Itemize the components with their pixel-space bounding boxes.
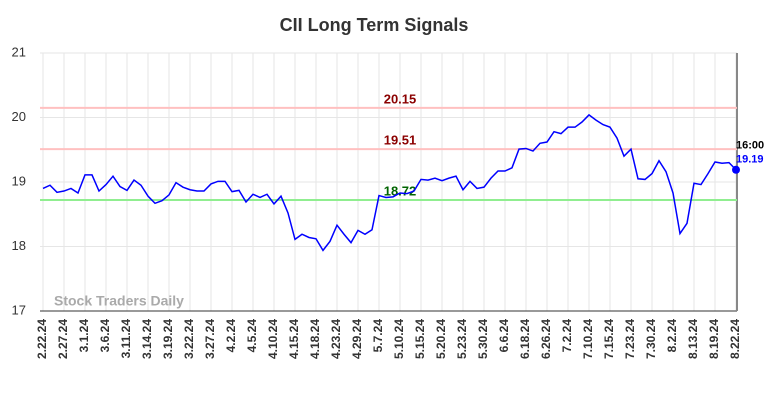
x-tick-label: 7.2.24: [560, 319, 574, 353]
y-tick-label: 19: [12, 173, 26, 188]
x-tick-label: 8.2.24: [665, 319, 679, 353]
x-tick-label: 2.22.24: [35, 319, 49, 359]
x-tick-label: 6.18.24: [518, 319, 532, 359]
x-tick-label: 4.23.24: [329, 319, 343, 359]
signal-label: 20.15: [384, 91, 417, 106]
x-tick-label: 4.18.24: [308, 319, 322, 359]
y-tick-label: 20: [12, 109, 26, 124]
x-tick-label: 5.7.24: [371, 319, 385, 353]
x-tick-label: 4.15.24: [287, 319, 301, 359]
x-tick-label: 3.27.24: [203, 319, 217, 359]
x-tick-label: 3.22.24: [182, 319, 196, 359]
signal-label: 18.72: [384, 183, 417, 198]
x-tick-label: 3.11.24: [119, 319, 133, 359]
watermark: Stock Traders Daily: [54, 293, 184, 309]
chart-title: CII Long Term Signals: [280, 15, 469, 35]
x-tick-label: 3.6.24: [98, 319, 112, 353]
x-tick-label: 7.23.24: [623, 319, 637, 359]
x-tick-label: 3.19.24: [161, 319, 175, 359]
x-tick-label: 3.14.24: [140, 319, 154, 359]
last-value: 19.19: [736, 154, 764, 166]
signal-label: 19.51: [384, 133, 417, 148]
last-time: 16:00: [736, 140, 764, 152]
x-tick-label: 5.20.24: [434, 319, 448, 359]
x-tick-label: 3.1.24: [77, 319, 91, 353]
y-tick-label: 18: [12, 238, 26, 253]
x-tick-label: 4.5.24: [245, 319, 259, 353]
last-point: [732, 165, 740, 174]
y-tick-label: 21: [12, 44, 26, 59]
x-tick-label: 5.15.24: [413, 319, 427, 359]
x-tick-label: 6.26.24: [539, 319, 553, 359]
x-tick-label: 5.30.24: [476, 319, 490, 359]
y-tick-label: 17: [12, 302, 26, 317]
x-tick-label: 5.10.24: [392, 319, 406, 359]
price-line: [42, 113, 737, 252]
x-tick-label: 8.19.24: [707, 319, 721, 359]
x-tick-label: 7.30.24: [644, 319, 658, 359]
x-tick-label: 7.15.24: [602, 319, 616, 359]
x-tick-label: 7.10.24: [581, 319, 595, 359]
x-tick-label: 6.6.24: [497, 319, 511, 353]
x-tick-label: 5.23.24: [455, 319, 469, 359]
x-tick-label: 4.2.24: [224, 319, 238, 353]
x-tick-label: 8.22.24: [728, 319, 742, 359]
x-tick-label: 4.29.24: [350, 319, 364, 359]
x-tick-label: 2.27.24: [56, 319, 70, 359]
x-tick-label: 8.13.24: [686, 319, 700, 359]
x-tick-label: 4.10.24: [266, 319, 280, 359]
